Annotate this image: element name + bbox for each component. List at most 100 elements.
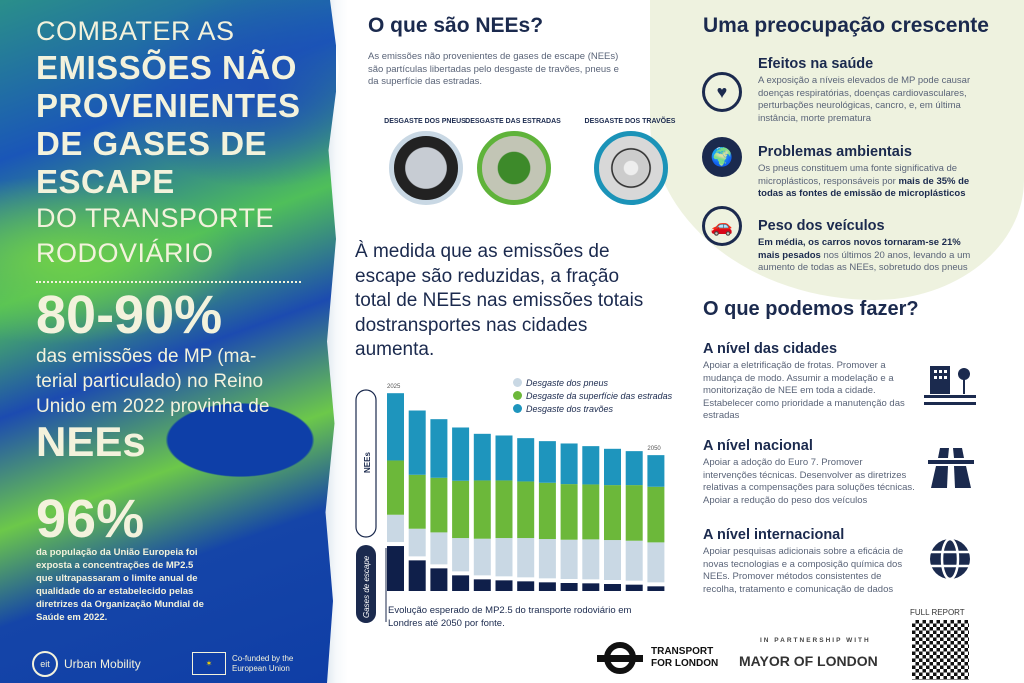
emissions-chart: NEEs Gases de escape 2025 2050: [355, 384, 665, 623]
bar-segment: [408, 474, 426, 529]
partnership-label: IN PARTNERSHIP WITH: [760, 637, 871, 644]
section-desc: As emissões não provenientes de gases de…: [368, 51, 619, 87]
text-bold: mais de 35% de todas as fontes de emissã…: [758, 175, 970, 200]
tfl-logo[interactable]: TRANSPORT FOR LONDON: [597, 641, 718, 675]
globe-icon: [930, 538, 970, 580]
tfl-roundel-icon: [597, 642, 643, 674]
action-heading: A nível das cidades: [703, 341, 838, 357]
source-label: DESGASTE DOS PNEUS: [384, 118, 466, 125]
stat-text: da população da União Europeia foi expos…: [36, 547, 204, 623]
bar-segment: [647, 542, 665, 583]
city-icon: [924, 366, 976, 405]
source-brakes: DESGASTE DOS TRAVÕES: [580, 118, 680, 205]
eu-flag-icon: ✶: [192, 652, 226, 675]
chart-legend: Desgaste dos pneus Desgaste da superfíci…: [513, 376, 672, 415]
title-line: EMISSÕES NÃO: [36, 49, 297, 86]
bar-segment: [560, 484, 578, 540]
bar-segment: [625, 451, 643, 486]
x-tick-label: 2050: [647, 446, 661, 452]
bar-segment: [495, 480, 513, 539]
group-label-escape: Gases de escape: [362, 555, 371, 618]
action-heading: A nível internacional: [703, 527, 845, 543]
bar-segment: [473, 480, 491, 539]
bar-segment: [452, 538, 470, 572]
title-line: ESCAPE: [36, 163, 175, 200]
bar-segment: [473, 433, 491, 481]
legend-item: Desgaste da superfície das estradas: [513, 389, 672, 402]
melting-globe-icon: 🌍: [702, 137, 742, 177]
item-heading: Efeitos na saúde: [758, 56, 874, 72]
bar-segment: [538, 582, 556, 591]
bar-segment: [408, 528, 426, 557]
item-heading: Peso dos veículos: [758, 218, 885, 234]
full-report-label: FULL REPORT: [910, 608, 965, 617]
item-heading: Problemas ambientais: [758, 144, 912, 160]
bar-segment: [387, 393, 404, 461]
bar-segment: [408, 410, 426, 475]
bar-segment: [387, 460, 404, 515]
motorway-icon: [928, 448, 974, 488]
bar-segment: [495, 538, 513, 577]
action-text: Apoiar a adoção do Euro 7. Promover inte…: [703, 457, 915, 506]
group-label-nees: NEEs: [363, 452, 372, 473]
title-line: DE GASES DE: [36, 125, 268, 162]
bar-segment: [387, 514, 404, 543]
legend-label: Desgaste dos pneus: [526, 377, 609, 388]
mayor-logo: MAYOR OF LONDON: [739, 653, 878, 669]
stat-tail: NEEs: [36, 418, 146, 465]
legend-swatch: [513, 391, 522, 400]
bar-segment: [408, 560, 426, 591]
item-text: Os pneus constituem uma fonte significat…: [758, 163, 980, 201]
bar-segment: [452, 575, 470, 591]
title-line: RODOVIÁRIO: [36, 238, 214, 268]
torn-edge: [325, 0, 348, 683]
source-tyres: DESGASTE DOS PNEUS: [375, 118, 475, 205]
item-text: A exposição a níveis elevados de MP pode…: [758, 75, 971, 124]
bar-segment: [517, 481, 535, 539]
eit-logo: eit Urban Mobility: [32, 651, 141, 677]
bar-segment: [647, 586, 665, 591]
title-line: DO TRANSPORTE: [36, 203, 275, 233]
bar-segment: [604, 540, 621, 581]
bar-segment: [495, 580, 513, 591]
eit-icon: eit: [32, 651, 58, 677]
title-line: COMBATER AS: [36, 16, 235, 46]
brake-disc-icon: [594, 131, 668, 205]
bar-segment: [473, 538, 491, 576]
qr-code[interactable]: [912, 620, 969, 680]
bar-segment: [495, 435, 513, 481]
bar-segment: [430, 419, 448, 478]
section-title: Uma preocupação crescente: [703, 14, 989, 37]
tyre-icon: [389, 131, 463, 205]
bar-segment: [473, 579, 491, 591]
bar-segment: [517, 538, 535, 578]
bar-segment: [517, 438, 535, 482]
escape-bracket: [356, 545, 376, 623]
bar-segment: [582, 446, 600, 485]
bar-segment: [560, 443, 578, 485]
nees-bracket: [355, 389, 377, 538]
action-text: Apoiar pesquisas adicionais sobre a efic…: [703, 546, 904, 595]
bar-segment: [647, 486, 665, 543]
legend-label: Desgaste dos travões: [526, 403, 614, 414]
text-part: Os pneus constituem uma fonte significat…: [758, 163, 958, 187]
bar-segment: [604, 584, 621, 591]
bar-segment: [560, 583, 578, 591]
bar-segment: [517, 581, 535, 591]
bar-segment: [560, 539, 578, 580]
bar-segment: [582, 583, 600, 591]
title-line: PROVENIENTES: [36, 87, 301, 124]
bar-segment: [538, 482, 556, 540]
bar-segment: [625, 540, 643, 581]
chart-caption: Evolução esperado de MP2.5 do transporte…: [388, 605, 632, 629]
text-part: nos últimos 20 anos, levando a um aument…: [758, 249, 971, 274]
eu-logo: ✶ Co-funded by the European Union: [192, 652, 302, 675]
action-text: Apoiar a eletrificação de frotas. Promov…: [703, 360, 905, 421]
road-icon: [477, 131, 551, 205]
bar-segment: [387, 546, 404, 591]
stat-value: 80-90%: [36, 285, 223, 345]
bar-segment: [625, 485, 643, 541]
tfl-line: TRANSPORT: [651, 646, 714, 657]
bar-segment: [430, 532, 448, 565]
x-tick-label: 2025: [387, 384, 401, 390]
